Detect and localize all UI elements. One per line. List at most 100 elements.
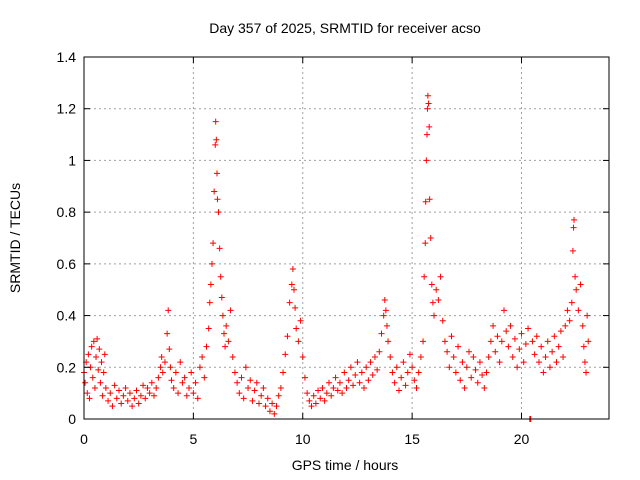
data-point (354, 359, 361, 366)
data-point (102, 384, 109, 391)
data-point (341, 369, 348, 376)
data-point (97, 379, 104, 386)
data-point (570, 224, 577, 231)
data-point (212, 118, 219, 125)
x-tick-label: 15 (404, 431, 420, 447)
data-point (422, 198, 429, 205)
data-point (505, 343, 512, 350)
data-point (345, 377, 352, 384)
data-point (425, 100, 432, 107)
data-point (501, 307, 507, 314)
data-point (214, 196, 221, 203)
data-point (487, 338, 494, 345)
data-point (330, 384, 337, 391)
data-point (459, 359, 466, 366)
data-point (188, 369, 195, 376)
data-point (391, 379, 398, 386)
data-point (457, 377, 464, 384)
data-point (310, 392, 317, 399)
data-point (350, 382, 357, 389)
data-point (293, 325, 300, 332)
data-point (116, 387, 122, 394)
data-point (573, 286, 580, 293)
data-point (424, 131, 430, 138)
data-point (533, 333, 540, 340)
data-point (398, 374, 405, 381)
data-point (402, 382, 409, 389)
data-point (291, 286, 297, 293)
data-point (249, 397, 256, 404)
data-point (557, 328, 564, 335)
data-point (133, 387, 140, 394)
data-point (238, 374, 245, 381)
data-point (509, 353, 516, 360)
data-point (91, 384, 98, 391)
data-point (393, 364, 400, 371)
data-point (129, 403, 136, 410)
y-tick-label: 1.2 (57, 101, 77, 117)
data-point (429, 299, 436, 306)
x-tick-label: 20 (514, 431, 530, 447)
data-point (516, 346, 523, 353)
data-point (308, 403, 315, 410)
data-point (277, 384, 284, 391)
data-point (426, 123, 433, 130)
data-point (560, 353, 567, 360)
data-point (466, 348, 472, 355)
data-point (551, 333, 558, 340)
data-point (572, 273, 579, 280)
data-point (148, 379, 155, 386)
data-point (98, 359, 105, 366)
data-point (95, 366, 102, 373)
y-tick-label: 0.4 (57, 308, 77, 324)
data-point (183, 392, 190, 399)
data-point (284, 333, 291, 340)
data-point (496, 359, 503, 366)
data-point (518, 330, 525, 337)
data-point (441, 338, 448, 345)
data-point (301, 374, 308, 381)
data-point (356, 379, 363, 386)
data-point (266, 408, 273, 415)
y-tick-label: 0.6 (57, 256, 77, 272)
chart-title: Day 357 of 2025, SRMTID for receiver acs… (209, 20, 481, 36)
data-point (334, 387, 341, 394)
data-point (227, 307, 234, 314)
y-tick-label: 1 (68, 152, 76, 168)
data-point (396, 387, 402, 394)
data-point (247, 377, 254, 384)
data-point (245, 384, 252, 391)
data-point (365, 377, 372, 384)
data-point (99, 392, 106, 399)
data-point (446, 364, 453, 371)
data-point (498, 338, 505, 345)
data-point (580, 343, 587, 350)
data-point (151, 392, 157, 399)
data-point (538, 343, 545, 350)
data-point (427, 235, 434, 241)
data-point (481, 384, 488, 391)
data-point (165, 307, 172, 314)
data-point (251, 387, 258, 394)
data-point (431, 312, 437, 319)
data-point (426, 196, 433, 203)
data-point (380, 312, 387, 319)
data-point (433, 286, 440, 293)
data-point (234, 379, 241, 386)
data-point (292, 304, 299, 311)
data-point (450, 353, 457, 360)
data-point (583, 369, 590, 376)
data-point (361, 384, 367, 391)
data-point (452, 369, 459, 376)
data-point (444, 348, 451, 355)
data-point (369, 372, 376, 379)
data-point (328, 392, 335, 399)
data-point (124, 397, 131, 404)
data-point (371, 353, 378, 360)
data-point (544, 338, 551, 345)
data-point (520, 359, 527, 366)
data-point (126, 390, 133, 397)
data-point (175, 390, 182, 397)
data-point (347, 364, 354, 371)
